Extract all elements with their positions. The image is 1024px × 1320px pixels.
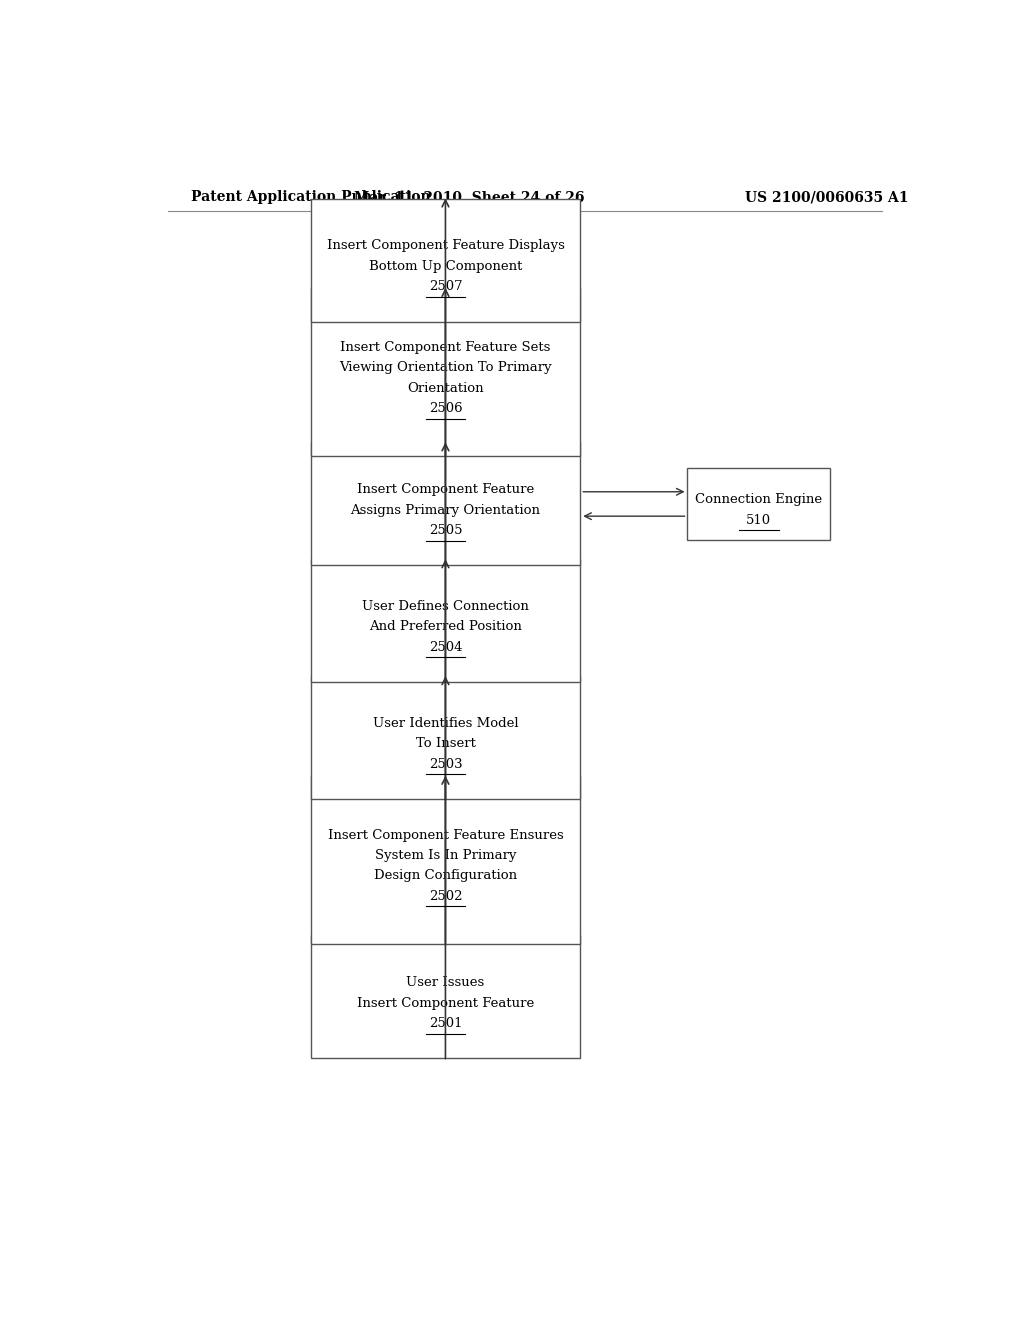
Text: User Identifies Model: User Identifies Model xyxy=(373,717,518,730)
Text: 2506: 2506 xyxy=(429,401,462,414)
Bar xyxy=(310,198,581,322)
Text: 510: 510 xyxy=(746,513,771,527)
Bar xyxy=(310,560,581,682)
Text: US 2100/0060635 A1: US 2100/0060635 A1 xyxy=(744,190,908,205)
Text: Patent Application Publication: Patent Application Publication xyxy=(191,190,431,205)
Text: And Preferred Position: And Preferred Position xyxy=(369,620,522,634)
Text: To Insert: To Insert xyxy=(416,738,475,750)
Text: System Is In Primary: System Is In Primary xyxy=(375,849,516,862)
Bar xyxy=(310,676,581,799)
Text: User Issues: User Issues xyxy=(407,977,484,989)
Text: Design Configuration: Design Configuration xyxy=(374,870,517,883)
Bar xyxy=(687,469,830,540)
Text: Fig. 25: Fig. 25 xyxy=(461,239,525,257)
Text: 2505: 2505 xyxy=(429,524,462,537)
Text: Bottom Up Component: Bottom Up Component xyxy=(369,260,522,273)
Text: Assigns Primary Orientation: Assigns Primary Orientation xyxy=(350,503,541,516)
Bar xyxy=(310,442,581,565)
Bar xyxy=(310,288,581,455)
Text: Connection Engine: Connection Engine xyxy=(695,494,822,507)
Text: User Defines Connection: User Defines Connection xyxy=(362,601,528,612)
Text: 2503: 2503 xyxy=(429,758,462,771)
Text: 2507: 2507 xyxy=(429,280,462,293)
Text: 2504: 2504 xyxy=(429,640,462,653)
Text: Insert Component Feature: Insert Component Feature xyxy=(356,483,535,496)
Text: Insert Component Feature Displays: Insert Component Feature Displays xyxy=(327,239,564,252)
Bar xyxy=(310,936,581,1059)
Text: 2502: 2502 xyxy=(429,890,462,903)
Text: Viewing Orientation To Primary: Viewing Orientation To Primary xyxy=(339,362,552,375)
Text: Insert Component Feature Ensures: Insert Component Feature Ensures xyxy=(328,829,563,842)
Text: Orientation: Orientation xyxy=(408,381,483,395)
Text: Mar. 11, 2010  Sheet 24 of 26: Mar. 11, 2010 Sheet 24 of 26 xyxy=(354,190,585,205)
Text: 2501: 2501 xyxy=(429,1016,462,1030)
Bar xyxy=(310,776,581,944)
Text: Insert Component Feature: Insert Component Feature xyxy=(356,997,535,1010)
Text: Insert Component Feature Sets: Insert Component Feature Sets xyxy=(340,341,551,354)
